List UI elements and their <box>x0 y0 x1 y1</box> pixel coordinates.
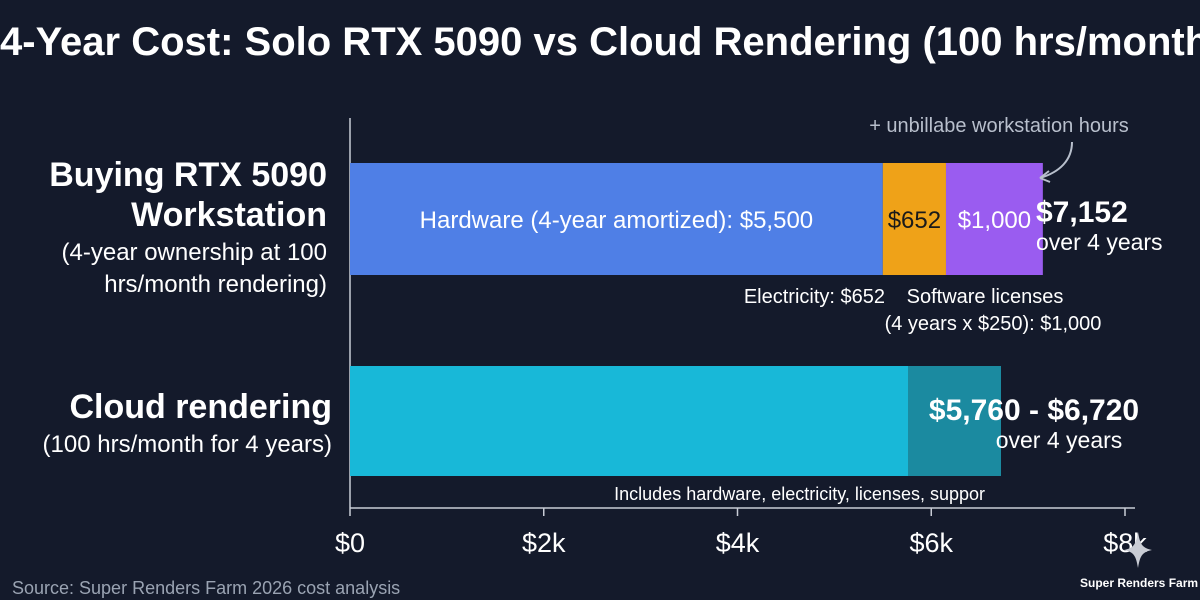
annotation-software-1: Software licenses <box>907 286 1064 308</box>
category-sublabel: hrs/month rendering) <box>104 271 327 298</box>
category-sublabel: (100 hrs/month for 4 years) <box>43 431 332 458</box>
x-tick-label: $2k <box>522 528 566 558</box>
bar-segment <box>908 366 1001 476</box>
bar-segment <box>882 163 946 275</box>
bar-segment-label: $652 <box>888 207 941 234</box>
bar-segment <box>945 163 1043 275</box>
x-tick-label: $6k <box>909 528 953 558</box>
x-tick-label: $4k <box>716 528 760 558</box>
watermark-label: Super Renders Farm <box>1080 576 1199 590</box>
category-label: Cloud rendering <box>69 388 332 426</box>
bar-segment-label: $1,000 <box>958 207 1031 234</box>
annotation-cloud: Includes hardware, electricity, licenses… <box>614 484 985 504</box>
total-label: $7,152 <box>1036 196 1128 229</box>
total-sublabel: over 4 years <box>1036 229 1163 255</box>
annotation-arrowhead <box>1039 170 1051 183</box>
category-label: Buying RTX 5090 <box>49 156 327 194</box>
sparkle-icon <box>1124 532 1152 568</box>
total-label: $5,760 - $6,720 <box>929 394 1139 427</box>
annotation-top-note: + unbillabe workstation hours <box>869 115 1129 137</box>
annotation-electricity: Electricity: $652 <box>744 286 885 308</box>
bar-segment <box>350 366 908 476</box>
annotation-arrow <box>1039 141 1073 179</box>
bar-segment-label: Hardware (4-year amortized): $5,500 <box>420 207 814 234</box>
brand-watermark: Super Renders Farm <box>1080 530 1199 594</box>
category-label: Workstation <box>131 196 327 234</box>
chart-title: 4-Year Cost: Solo RTX 5090 vs Cloud Rend… <box>0 20 1200 64</box>
category-sublabel: (4-year ownership at 100 <box>62 239 327 266</box>
total-sublabel: over 4 years <box>996 427 1123 453</box>
source-note: Source: Super Renders Farm 2026 cost ana… <box>12 578 401 598</box>
bar-segment <box>350 163 883 275</box>
annotation-software-2: (4 years x $250): $1,000 <box>885 313 1102 335</box>
x-tick-label: $0 <box>335 528 365 558</box>
